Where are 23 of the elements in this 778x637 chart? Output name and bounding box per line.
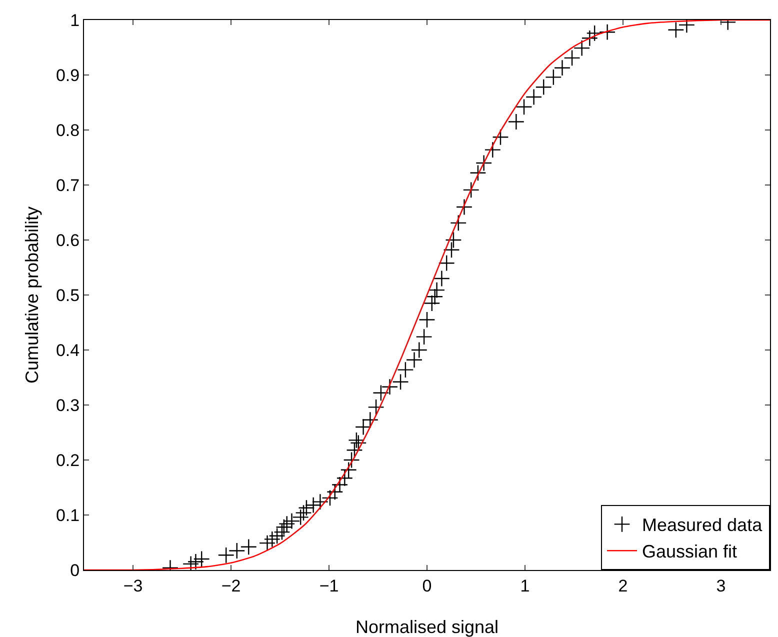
y-tick-label: 0.1 xyxy=(56,506,80,525)
x-tick-label: 1 xyxy=(520,576,530,596)
x-tick-label: 3 xyxy=(716,576,726,596)
y-tick-label: 1 xyxy=(70,10,80,30)
y-tick-label: 0.7 xyxy=(56,176,80,195)
legend-label: Measured data xyxy=(642,515,764,536)
y-tick-label: 0.4 xyxy=(56,340,80,360)
legend-label: Gaussian fit xyxy=(642,542,738,562)
x-tick-label: −1 xyxy=(319,576,339,596)
y-axis-title: Cumulative probability xyxy=(22,206,42,384)
y-tick-label: 0.2 xyxy=(56,450,80,470)
x-tick-label: 2 xyxy=(618,576,628,596)
x-axis-title: Normalised signal xyxy=(355,617,499,637)
y-tick-label: 0.3 xyxy=(56,396,80,415)
x-tick-label: 0 xyxy=(422,576,432,596)
y-tick-label: 0 xyxy=(70,560,80,580)
x-tick-label: −3 xyxy=(123,576,143,596)
y-tick-label: 0.9 xyxy=(56,66,80,85)
y-tick-label: 0.6 xyxy=(56,230,80,250)
line-series xyxy=(84,20,770,570)
y-tick-label: 0.8 xyxy=(56,120,80,140)
y-tick-label: 0.5 xyxy=(56,286,80,305)
x-tick-label: −2 xyxy=(221,576,241,596)
